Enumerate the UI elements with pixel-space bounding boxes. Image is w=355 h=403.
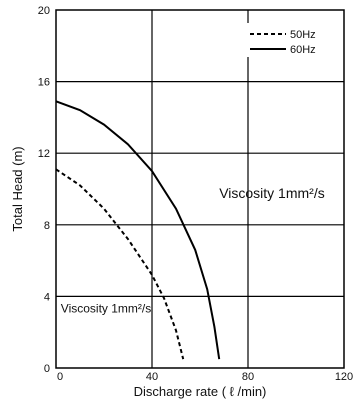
series-line-60hz [55,100,221,360]
x-tick-80: 80 [242,371,254,383]
y-tick-labels: 0 4 8 12 16 20 [38,5,50,375]
data-series [55,100,221,360]
legend: 50Hz 60Hz [246,23,340,57]
x-tick-labels: 0 40 80 120 [57,371,353,383]
x-tick-120: 120 [335,371,353,383]
y-tick-16: 16 [38,77,50,89]
y-tick-20: 20 [38,5,50,17]
series-line-50hz [55,168,185,360]
x-tick-40: 40 [146,371,158,383]
grid-lines [56,10,344,368]
x-tick-0: 0 [57,371,63,383]
legend-label-50hz: 50Hz [290,29,316,41]
x-axis-label: Discharge rate ( ℓ /min) [134,384,267,399]
plot-frame [55,9,345,369]
y-tick-12: 12 [38,148,50,160]
legend-label-60hz: 60Hz [290,44,316,56]
legend-background [246,23,340,57]
y-tick-8: 8 [44,220,50,232]
y-tick-4: 4 [44,291,50,303]
y-tick-0: 0 [44,363,50,375]
annotation-viscosity-60hz: Viscosity 1mm²/s [219,185,325,201]
y-axis-label: Total Head (m) [10,146,25,231]
annotation-viscosity-50hz: Viscosity 1mm²/s [61,302,151,316]
